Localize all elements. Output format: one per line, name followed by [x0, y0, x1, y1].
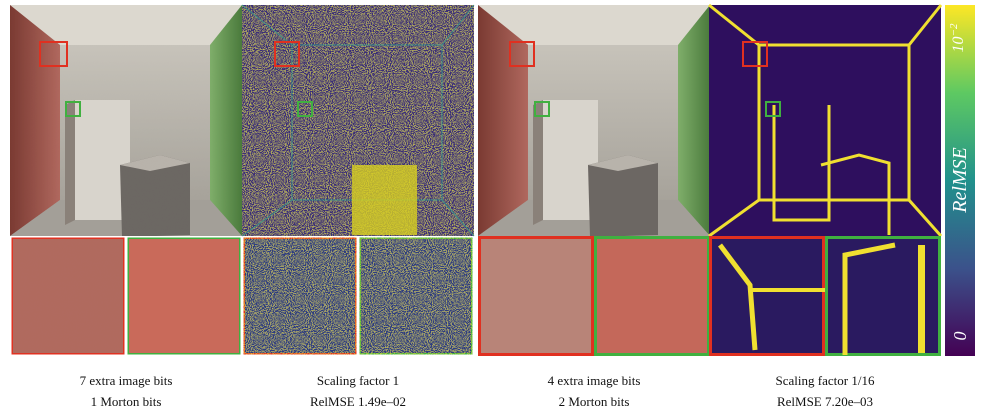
page: {"figure": { "captions": [ {"line1": "7 …	[0, 0, 981, 414]
error-box	[352, 165, 417, 235]
crop-red	[244, 238, 357, 355]
error-map	[242, 5, 474, 236]
caption-line2: 1 Morton bits	[91, 394, 162, 409]
caption-line2: 2 Morton bits	[559, 394, 630, 409]
crop-green	[128, 238, 241, 355]
crop-red	[12, 238, 125, 355]
rendered-image	[478, 5, 710, 237]
crop-edge	[918, 245, 925, 353]
error-map	[709, 5, 941, 236]
colorbar-bottom: 0	[950, 332, 970, 341]
crop-red	[480, 238, 593, 355]
rendered-image	[10, 5, 242, 237]
caption-line2: RelMSE 7.20e–03	[777, 394, 873, 409]
caption-line1: Scaling factor 1	[317, 373, 399, 388]
caption-line1: 7 extra image bits	[80, 373, 173, 388]
caption-line1: Scaling factor 1/16	[776, 373, 875, 388]
colorbar-label: RelMSE	[949, 147, 971, 214]
crop-green	[596, 238, 709, 355]
caption-line1: 4 extra image bits	[548, 373, 641, 388]
figure: 7 extra image bits 1 Morton bits Scaling f…	[0, 0, 981, 414]
panels: 7 extra image bits 1 Morton bits Scaling f…	[10, 5, 941, 409]
crop-green	[360, 238, 473, 355]
caption-line2: RelMSE 1.49e–02	[310, 394, 406, 409]
